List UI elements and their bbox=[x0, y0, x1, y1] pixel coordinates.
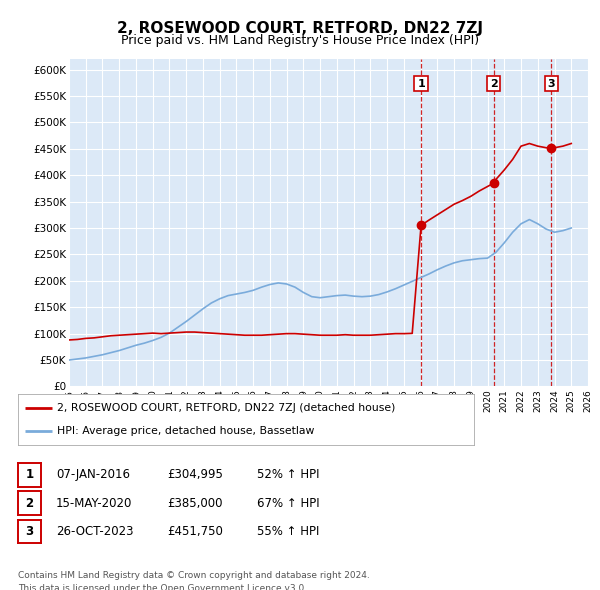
Text: 07-JAN-2016: 07-JAN-2016 bbox=[56, 468, 130, 481]
Text: 2: 2 bbox=[25, 497, 34, 510]
Text: £385,000: £385,000 bbox=[167, 497, 223, 510]
Text: 55% ↑ HPI: 55% ↑ HPI bbox=[257, 525, 319, 538]
Text: 67% ↑ HPI: 67% ↑ HPI bbox=[257, 497, 319, 510]
Text: 3: 3 bbox=[548, 78, 555, 88]
Text: 3: 3 bbox=[25, 525, 34, 538]
Text: 2, ROSEWOOD COURT, RETFORD, DN22 7ZJ: 2, ROSEWOOD COURT, RETFORD, DN22 7ZJ bbox=[117, 21, 483, 35]
Text: 2: 2 bbox=[490, 78, 497, 88]
Text: 15-MAY-2020: 15-MAY-2020 bbox=[56, 497, 132, 510]
Text: 1: 1 bbox=[25, 468, 34, 481]
Text: Contains HM Land Registry data © Crown copyright and database right 2024.
This d: Contains HM Land Registry data © Crown c… bbox=[18, 571, 370, 590]
Text: HPI: Average price, detached house, Bassetlaw: HPI: Average price, detached house, Bass… bbox=[57, 427, 314, 437]
Text: £304,995: £304,995 bbox=[167, 468, 223, 481]
Text: 1: 1 bbox=[417, 78, 425, 88]
Text: 2, ROSEWOOD COURT, RETFORD, DN22 7ZJ (detached house): 2, ROSEWOOD COURT, RETFORD, DN22 7ZJ (de… bbox=[57, 402, 395, 412]
Text: Price paid vs. HM Land Registry's House Price Index (HPI): Price paid vs. HM Land Registry's House … bbox=[121, 34, 479, 47]
Text: 26-OCT-2023: 26-OCT-2023 bbox=[56, 525, 133, 538]
Text: £451,750: £451,750 bbox=[167, 525, 223, 538]
Text: 52% ↑ HPI: 52% ↑ HPI bbox=[257, 468, 319, 481]
